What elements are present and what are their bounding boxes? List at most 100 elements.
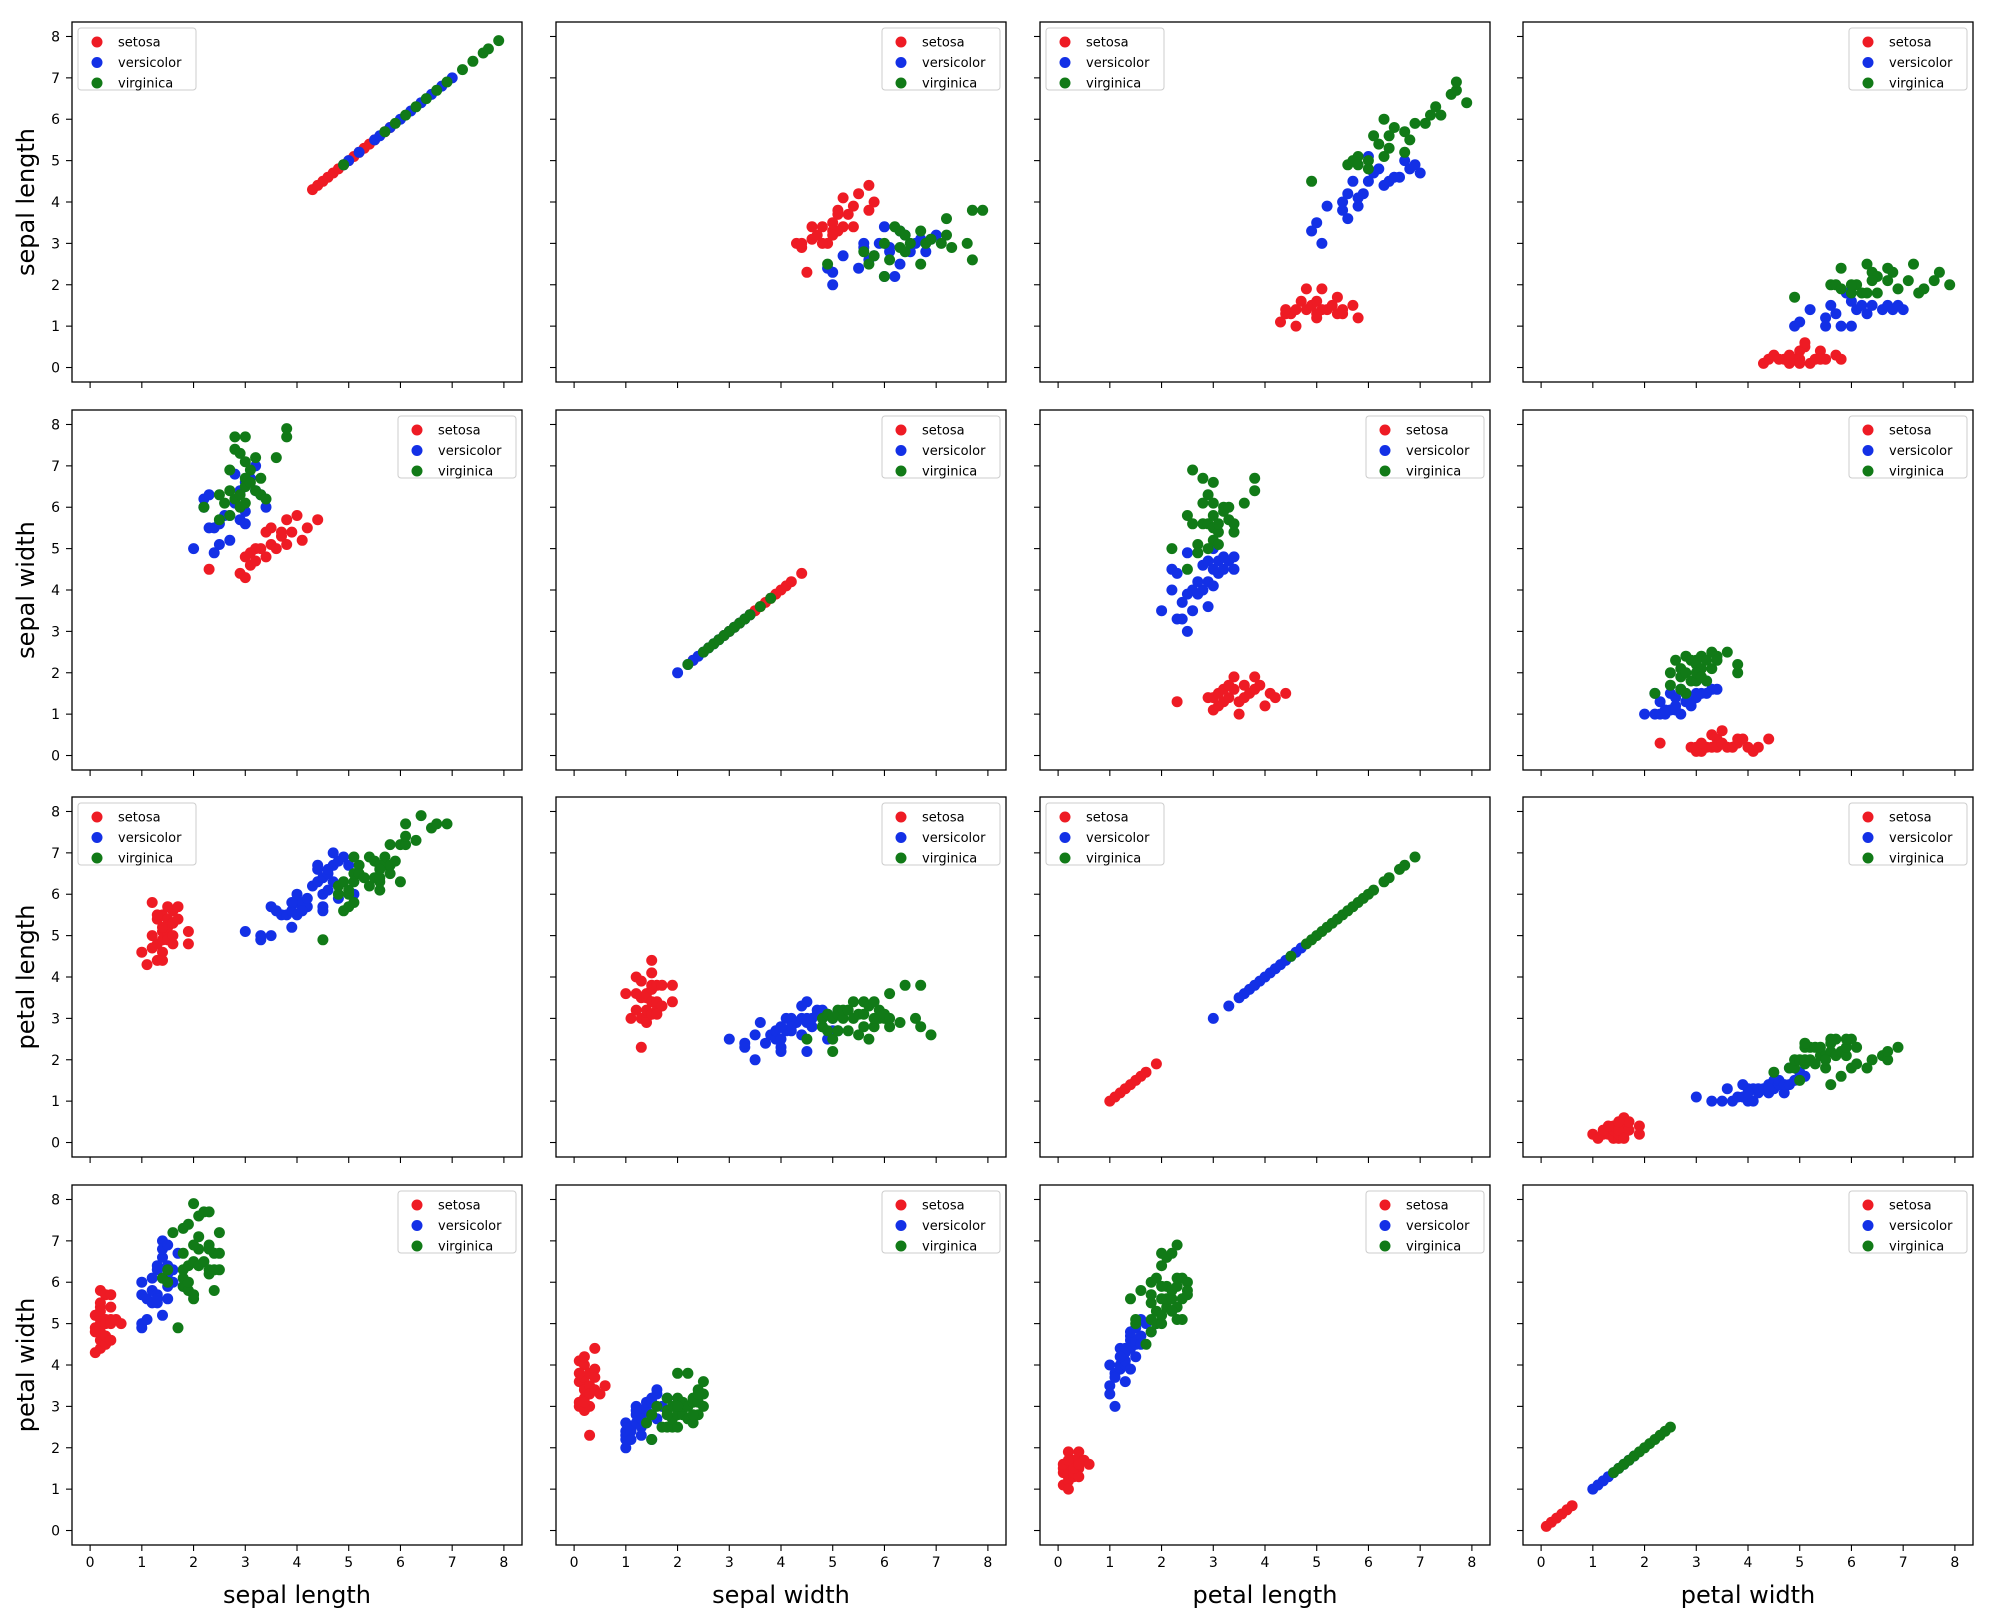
point-setosa bbox=[1618, 1132, 1630, 1144]
legend-box bbox=[881, 1190, 1001, 1254]
point-setosa bbox=[157, 954, 168, 966]
point-virginica bbox=[822, 258, 834, 270]
point-versicolor bbox=[1223, 1000, 1235, 1012]
point-virginica bbox=[1202, 489, 1214, 501]
point-versicolor bbox=[1228, 563, 1240, 575]
point-setosa bbox=[589, 1342, 601, 1354]
legend-label-setosa: setosa bbox=[922, 424, 965, 439]
point-versicolor bbox=[1347, 175, 1359, 187]
legend-marker-virginica bbox=[895, 465, 907, 477]
y-axis-label: petal width bbox=[12, 1298, 40, 1433]
legend-marker-virginica bbox=[1379, 1240, 1391, 1252]
series-setosa bbox=[1057, 1446, 1095, 1495]
x-tick-label: 7 bbox=[1416, 1555, 1425, 1571]
point-versicolor bbox=[1825, 299, 1837, 311]
point-virginica bbox=[348, 851, 360, 863]
legend-marker-setosa bbox=[91, 811, 103, 823]
y-axis-label: sepal length bbox=[12, 128, 40, 276]
point-setosa bbox=[589, 1371, 601, 1383]
point-versicolor bbox=[739, 1037, 751, 1049]
point-virginica bbox=[353, 859, 365, 871]
point-virginica bbox=[363, 880, 375, 892]
y-tick-label: 1 bbox=[51, 319, 60, 335]
point-virginica bbox=[389, 117, 401, 129]
x-tick-label: 4 bbox=[1744, 1555, 1753, 1571]
point-setosa bbox=[1311, 308, 1323, 320]
point-virginica bbox=[431, 84, 443, 96]
point-setosa bbox=[94, 1297, 106, 1309]
point-versicolor bbox=[1835, 320, 1847, 332]
point-virginica bbox=[842, 1004, 854, 1016]
point-virginica bbox=[203, 1243, 215, 1255]
legend-label-virginica: virginica bbox=[922, 77, 977, 92]
point-versicolor bbox=[1228, 551, 1240, 563]
legend-label-setosa: setosa bbox=[118, 36, 161, 51]
point-setosa bbox=[837, 192, 849, 204]
point-virginica bbox=[1399, 146, 1411, 158]
point-virginica bbox=[1851, 1041, 1863, 1053]
point-setosa bbox=[806, 221, 818, 233]
point-virginica bbox=[1212, 526, 1224, 538]
point-setosa bbox=[1695, 737, 1707, 749]
point-setosa bbox=[167, 930, 179, 942]
x-tick-label: 3 bbox=[241, 1555, 250, 1571]
point-setosa bbox=[1794, 357, 1806, 369]
point-virginica bbox=[167, 1227, 179, 1239]
y-tick-label: 8 bbox=[51, 29, 60, 45]
x-tick-label: 6 bbox=[880, 1555, 889, 1571]
point-setosa bbox=[157, 946, 168, 958]
legend-marker-virginica bbox=[895, 77, 907, 89]
point-versicolor bbox=[1711, 683, 1723, 695]
point-virginica bbox=[1373, 138, 1385, 150]
point-setosa bbox=[578, 1396, 590, 1408]
point-versicolor bbox=[630, 1405, 642, 1416]
point-setosa bbox=[239, 572, 251, 584]
point-virginica bbox=[1670, 654, 1682, 666]
point-virginica bbox=[1799, 1037, 1811, 1049]
point-virginica bbox=[1721, 646, 1733, 658]
point-setosa bbox=[1062, 1446, 1074, 1458]
point-setosa bbox=[281, 514, 293, 526]
point-virginica bbox=[847, 996, 859, 1008]
point-virginica bbox=[961, 237, 973, 249]
legend: setosa versicolor virginica bbox=[1045, 27, 1165, 92]
legend-box bbox=[1848, 27, 1968, 91]
point-setosa bbox=[1062, 1483, 1074, 1495]
legend-label-versicolor: versicolor bbox=[1889, 56, 1953, 71]
x-tick-label: 0 bbox=[570, 1555, 579, 1571]
point-versicolor bbox=[878, 221, 890, 233]
legend-label-virginica: virginica bbox=[1889, 1240, 1944, 1255]
x-tick-label: 0 bbox=[1054, 1555, 1063, 1571]
point-virginica bbox=[1664, 667, 1676, 679]
point-setosa bbox=[89, 1326, 101, 1338]
point-virginica bbox=[1228, 526, 1240, 538]
point-setosa bbox=[1316, 283, 1328, 295]
point-virginica bbox=[379, 851, 391, 863]
point-virginica bbox=[884, 988, 896, 1000]
point-versicolor bbox=[1130, 1351, 1142, 1363]
x-tick-label: 5 bbox=[1312, 1555, 1321, 1571]
x-axis-label: sepal width bbox=[712, 1581, 850, 1609]
point-virginica bbox=[827, 1046, 839, 1057]
point-virginica bbox=[1212, 539, 1224, 550]
x-tick-label: 6 bbox=[1847, 1555, 1856, 1571]
y-tick-label: 5 bbox=[51, 1317, 60, 1333]
series-virginica bbox=[1166, 464, 1261, 575]
point-virginica bbox=[884, 1021, 896, 1033]
point-virginica bbox=[389, 855, 401, 867]
series-versicolor bbox=[620, 1384, 673, 1454]
point-setosa bbox=[1228, 671, 1240, 683]
series-setosa bbox=[1540, 1500, 1578, 1532]
point-versicolor bbox=[1414, 167, 1426, 179]
point-versicolor bbox=[291, 888, 303, 900]
point-virginica bbox=[213, 1264, 225, 1276]
point-virginica bbox=[410, 834, 422, 846]
point-versicolor bbox=[1845, 295, 1857, 307]
point-versicolor bbox=[1337, 196, 1349, 208]
x-axis-label: sepal length bbox=[223, 1581, 371, 1609]
point-versicolor bbox=[1187, 605, 1199, 617]
point-setosa bbox=[157, 921, 168, 933]
point-virginica bbox=[182, 1218, 194, 1230]
point-virginica bbox=[281, 423, 293, 435]
